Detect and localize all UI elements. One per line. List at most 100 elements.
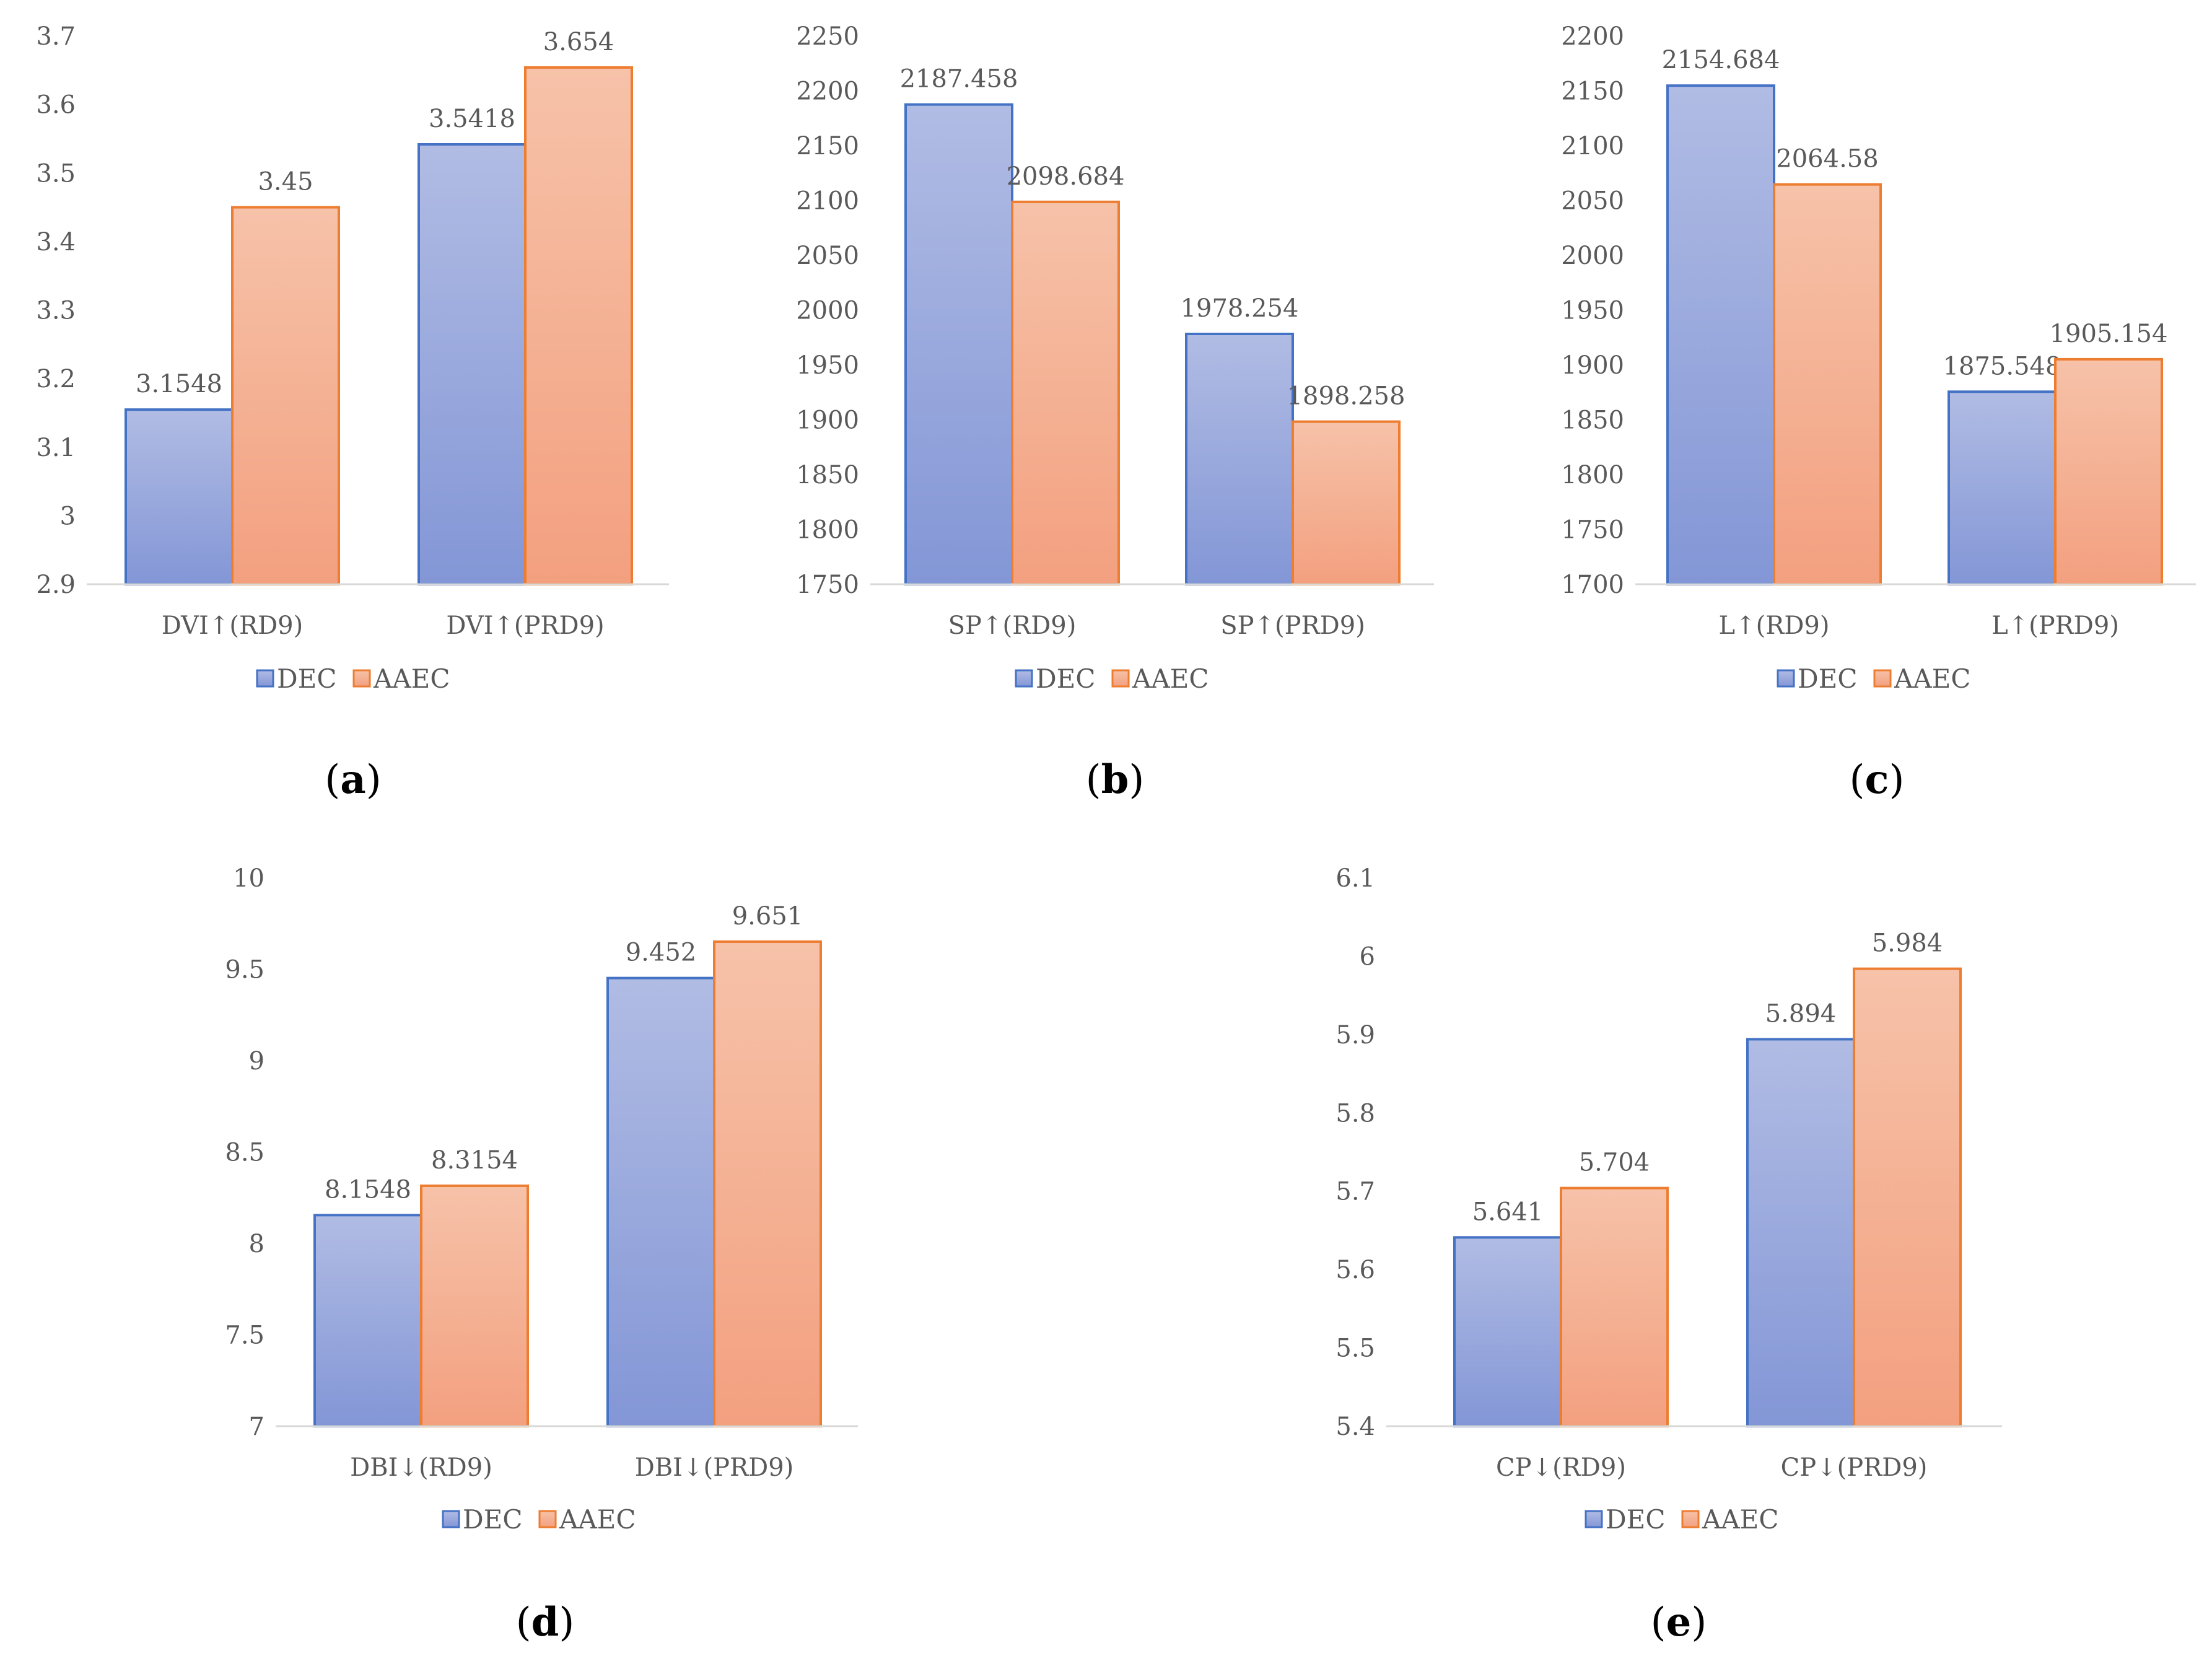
data-label-aaec-2: 1905.154: [2050, 320, 2168, 348]
panel-label-close: ): [559, 1600, 574, 1646]
bar-dec-1: [1666, 84, 1775, 586]
category-label: CP↓(PRD9): [1781, 1453, 1928, 1482]
bar-aaec-1: [1011, 200, 1120, 585]
data-label-aaec-1: 5.704: [1579, 1149, 1650, 1177]
y-tick-label: 3.7: [36, 22, 76, 51]
y-tick-label: 7: [249, 1413, 264, 1441]
data-label-dec-1: 5.641: [1472, 1198, 1544, 1226]
y-tick-label: 1750: [1561, 516, 1624, 545]
legend-swatch-dec: [1585, 1510, 1603, 1528]
y-tick-label: 1700: [1561, 571, 1624, 599]
panel-label-open: (: [516, 1600, 531, 1646]
y-tick-label: 2000: [1561, 242, 1624, 270]
panel-label-letter: c: [1865, 756, 1889, 803]
y-tick-label: 3.4: [36, 228, 76, 256]
y-tick-label: 2050: [1561, 187, 1624, 216]
bar-aaec-1: [1773, 183, 1882, 585]
y-tick-label: 2.9: [36, 571, 76, 599]
legend-label-aaec: AAEC: [1894, 664, 1970, 694]
legend-label-aaec: AAEC: [1702, 1504, 1778, 1535]
y-tick-label: 3: [60, 502, 76, 530]
bar-dec-2: [1185, 332, 1294, 585]
panel-label: (e): [1651, 1599, 1707, 1646]
data-label-aaec-2: 9.651: [732, 902, 803, 931]
y-tick-label: 8.5: [225, 1139, 264, 1167]
bar-dec-2: [417, 143, 527, 586]
panel-label-close: ): [366, 757, 382, 803]
y-tick-label: 8: [249, 1230, 264, 1258]
bar-dec-2: [1746, 1038, 1855, 1427]
data-label-dec-1: 8.1548: [325, 1175, 411, 1204]
legend-label-aaec: AAEC: [559, 1504, 636, 1535]
legend: DEC AAEC: [1585, 1504, 1778, 1535]
y-tick-label: 5.8: [1336, 1099, 1375, 1128]
y-tick-label: 5.5: [1336, 1334, 1375, 1363]
chart-panel-b: 1750 1800 1850 1900 1950 2000 2050 2100 2150 2200…: [796, 22, 1434, 803]
data-label-dec-1: 2154.684: [1662, 46, 1780, 74]
panel-label-open: (: [1086, 757, 1101, 803]
bar-aaec-2: [2054, 357, 2163, 586]
panel-label: (b): [1086, 756, 1145, 803]
legend-label-dec: DEC: [277, 664, 336, 694]
y-tick-label: 3.1: [36, 434, 76, 462]
panel-label: (a): [325, 756, 381, 803]
legend-swatch-aaec: [1873, 669, 1892, 688]
data-label-dec-1: 2187.458: [900, 65, 1018, 94]
y-tick-label: 2200: [796, 77, 859, 106]
legend: DEC AAEC: [1777, 664, 1970, 694]
y-tick-label: 7.5: [225, 1321, 264, 1350]
category-label: SP↑(RD9): [948, 611, 1077, 640]
category-label: DVI↑(RD9): [162, 611, 303, 640]
y-tick-label: 2100: [1561, 132, 1624, 160]
panel-label: (c): [1850, 756, 1905, 803]
legend: DEC AAEC: [1015, 664, 1209, 694]
panel-label-open: (: [325, 757, 340, 803]
legend-label-dec: DEC: [1036, 664, 1095, 694]
y-tick-label: 1750: [796, 571, 859, 599]
legend-swatch-dec: [256, 669, 274, 688]
data-label-dec-2: 3.5418: [429, 105, 515, 133]
data-label-aaec-1: 2098.684: [1007, 162, 1125, 191]
legend-swatch-aaec: [538, 1510, 557, 1528]
data-label-dec-2: 5.894: [1765, 999, 1837, 1028]
chart-panel-e: 5.4 5.5 5.6 5.7 5.8 5.9 6 6.1 5.641 5.894 5.704 5.9…: [1336, 864, 2002, 1646]
legend: DEC AAEC: [256, 664, 450, 694]
category-label: DVI↑(PRD9): [446, 611, 604, 640]
y-tick-label: 1850: [1561, 406, 1624, 435]
panel-label-open: (: [1850, 757, 1865, 803]
bar-aaec-2: [713, 940, 822, 1427]
y-tick-label: 2050: [796, 242, 859, 270]
bar-aaec-1: [231, 206, 340, 585]
y-tick-label: 5.6: [1336, 1256, 1375, 1284]
panel-label-open: (: [1651, 1600, 1666, 1646]
data-label-aaec-1: 2064.58: [1776, 145, 1878, 173]
y-tick-label: 2200: [1561, 22, 1624, 51]
bar-dec-1: [904, 103, 1013, 585]
panel-label-close: ): [1129, 757, 1144, 803]
category-label: DBI↓(RD9): [350, 1453, 492, 1482]
chart-panel-d: 7 7.5 8 8.5 9 9.5 10 8.1548 9.452 8.3154 9.651 DBI↓…: [225, 864, 858, 1646]
legend-swatch-dec: [442, 1510, 460, 1528]
y-tick-label: 3.2: [36, 365, 76, 393]
chart-panels: 2.9 3 3.1 3.2 3.3 3.4 3.5 3.6 3.7 3.1548 3.5418 3.4…: [36, 22, 2196, 1646]
y-tick-label: 6: [1360, 942, 1375, 971]
y-tick-label: 5.7: [1336, 1178, 1375, 1206]
category-label: L↑(PRD9): [1991, 611, 2119, 640]
y-tick-label: 1800: [796, 516, 859, 545]
y-tick-label: 2100: [796, 187, 859, 216]
y-tick-label: 1950: [1561, 297, 1624, 325]
y-tick-label: 1800: [1561, 461, 1624, 489]
panel-label-letter: d: [531, 1599, 559, 1646]
y-tick-label: 3.6: [36, 91, 76, 120]
panel-label-letter: a: [340, 756, 365, 803]
bar-dec-2: [1948, 390, 2057, 585]
data-label-aaec-2: 5.984: [1872, 929, 1943, 958]
legend-label-aaec: AAEC: [1132, 664, 1209, 694]
data-label-dec-1: 3.1548: [136, 370, 222, 398]
legend-swatch-dec: [1015, 669, 1033, 688]
data-label-dec-2: 1978.254: [1181, 294, 1299, 323]
y-tick-label: 10: [233, 864, 264, 893]
bar-aaec-2: [524, 66, 633, 585]
y-tick-label: 1950: [796, 351, 859, 380]
category-label: CP↓(RD9): [1496, 1453, 1626, 1482]
